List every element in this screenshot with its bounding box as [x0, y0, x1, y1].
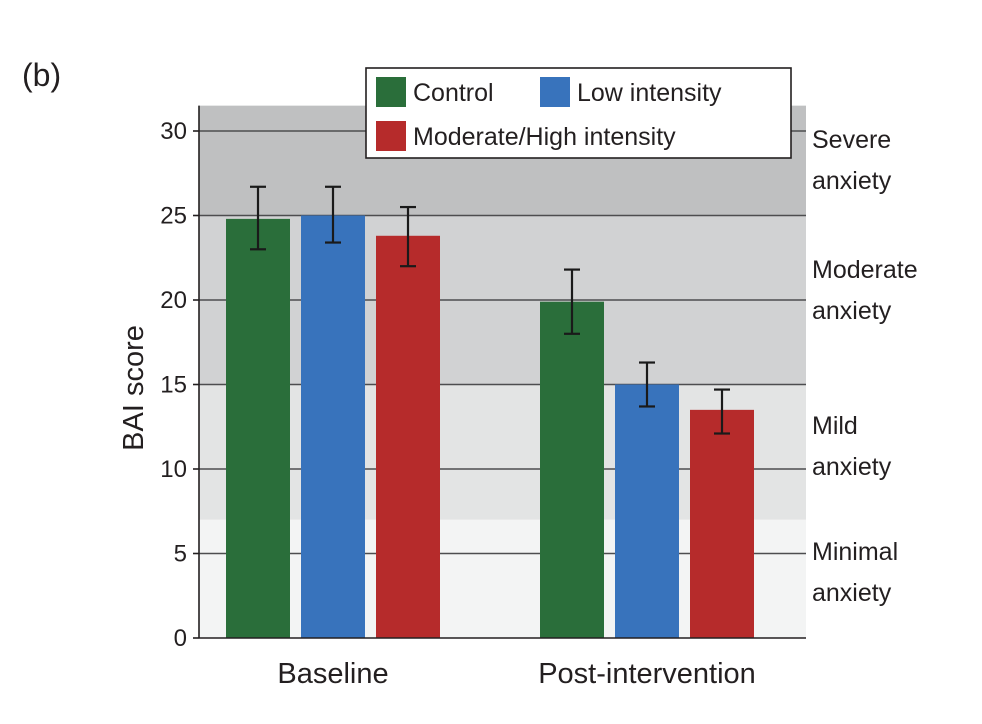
- band-label-1-0: Mild: [812, 412, 858, 440]
- legend-swatch-1: [540, 77, 570, 107]
- band-label-0-0: Minimal: [812, 538, 898, 566]
- category-label-0: Baseline: [277, 658, 388, 690]
- ytick-label-0: 0: [174, 625, 187, 652]
- panel-label: (b): [22, 57, 61, 93]
- band-label-2-0: Moderate: [812, 256, 918, 284]
- ytick-label-15: 15: [160, 372, 187, 399]
- bar-0-1: [540, 301, 604, 638]
- ytick-label-5: 5: [174, 541, 187, 568]
- bar-1-0: [301, 215, 365, 638]
- bar-2-0: [376, 235, 440, 638]
- y-tick-labels: 0 5 10 15 20 25 30: [160, 118, 199, 652]
- band-label-3-1: anxiety: [812, 167, 892, 195]
- band-label-3-0: Severe: [812, 126, 891, 154]
- ytick-label-10: 10: [160, 456, 187, 483]
- bars: [226, 215, 754, 638]
- band-label-0-1: anxiety: [812, 579, 892, 607]
- legend-label-0: Control: [413, 79, 494, 107]
- legend: Control Low intensity Moderate/High intens…: [365, 67, 792, 159]
- ytick-label-30: 30: [160, 118, 187, 145]
- y-axis-label: BAI score: [118, 325, 150, 451]
- band-label-1-1: anxiety: [812, 453, 892, 481]
- category-labels: Baseline Post-intervention: [277, 658, 755, 690]
- legend-label-1: Low intensity: [577, 79, 722, 107]
- ytick-label-25: 25: [160, 203, 187, 230]
- legend-label-2: Moderate/High intensity: [413, 123, 676, 151]
- band-labels: Minimal anxiety Mild anxiety Moderate anxiety…: [812, 126, 918, 607]
- band-label-2-1: anxiety: [812, 297, 892, 325]
- legend-box: [365, 67, 792, 159]
- axes: [198, 105, 806, 639]
- category-label-1: Post-intervention: [538, 658, 756, 690]
- bar-0-0: [226, 218, 290, 638]
- bar-1-1: [615, 384, 679, 638]
- bar-2-1: [690, 409, 754, 638]
- ytick-label-20: 20: [160, 287, 187, 314]
- legend-swatch-2: [376, 121, 406, 151]
- error-bars: [250, 185, 730, 435]
- legend-swatch-0: [376, 77, 406, 107]
